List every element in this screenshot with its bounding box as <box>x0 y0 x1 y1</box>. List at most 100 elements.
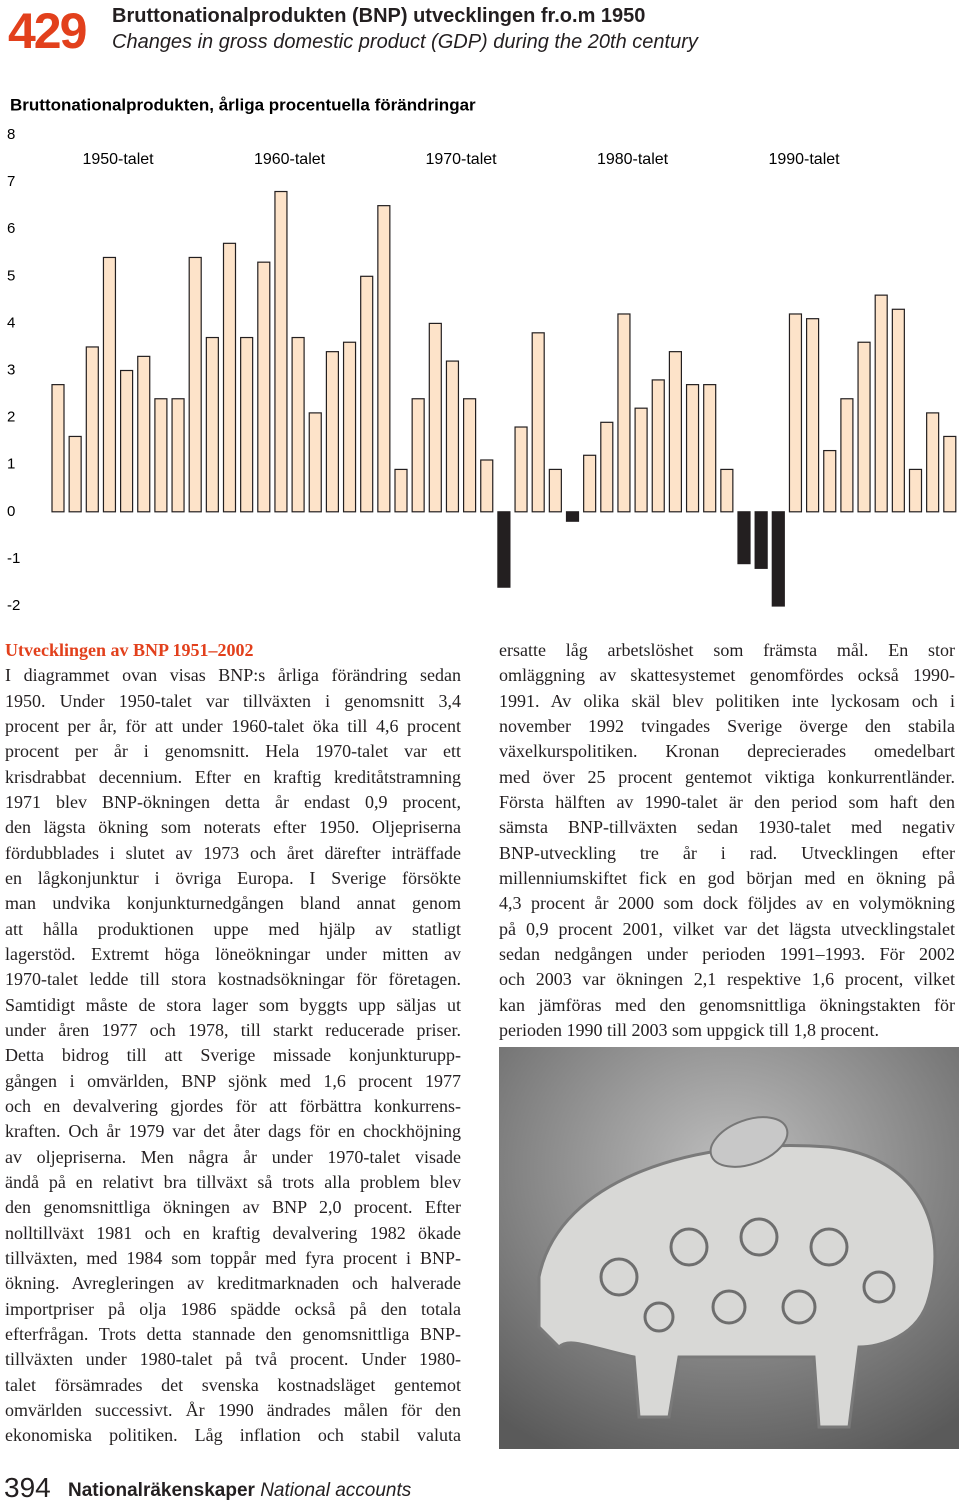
text-line: talet försämrades det svenska kostnadslä… <box>5 1374 461 1395</box>
bar <box>154 398 168 513</box>
bar <box>463 398 477 513</box>
text-line: procent per år, för att under 1960-talet… <box>5 715 461 736</box>
text-line: växelkurspolitiken. Kronan deprecierades… <box>499 741 955 762</box>
bar <box>600 421 614 513</box>
text-line: lagerstöd. Extremt höga löneökningar und… <box>5 943 461 964</box>
bar <box>685 384 700 513</box>
photo <box>499 1047 959 1449</box>
text-line: på 0,9 procent 2001, vilket var det lägs… <box>499 918 955 939</box>
bar <box>908 468 923 513</box>
bar <box>222 242 237 513</box>
bar <box>497 511 511 588</box>
text-line: tillväxten under 1980-talet på två proce… <box>5 1349 461 1370</box>
text-line: under åren 1977 och 1978, till starkt re… <box>5 1019 461 1040</box>
page-title: Bruttonationalprodukten (BNP) utveckling… <box>112 5 646 27</box>
bar <box>565 511 580 522</box>
bar <box>668 351 683 513</box>
text-line: kraften. Och år 1979 var det åter dags f… <box>5 1121 461 1142</box>
text-line: kan jämföras med den genomsnittliga ökni… <box>499 994 955 1015</box>
text-line: krisdrabbat decennium. Efter en kraftig … <box>5 766 461 787</box>
text-line: 1991. Av olika skäl blev politiken inte … <box>499 690 955 711</box>
bar <box>805 318 820 513</box>
bar <box>257 261 271 513</box>
decade-label: 1990-talet <box>768 151 840 168</box>
y-tick-label: -1 <box>7 550 20 567</box>
y-tick-label: 7 <box>7 173 15 190</box>
decade-label: 1950-talet <box>82 151 154 168</box>
chart: Bruttonationalprodukten, årliga procentu… <box>7 95 957 614</box>
text-line: 1970-talet ledde till stora kostnadsökni… <box>5 969 461 990</box>
text-line: den lägsta ökning som noterats efter 195… <box>5 817 461 838</box>
bar <box>874 294 888 513</box>
bar <box>411 398 425 513</box>
text-line: gången i omvärlden, BNP sjönk med 1,6 pr… <box>5 1070 461 1091</box>
section: Nationalräkenskaper <box>68 1480 255 1501</box>
text-line: november 1992 tvingades Sverige överge d… <box>499 715 955 736</box>
y-tick-label: 8 <box>7 126 15 143</box>
bar <box>823 449 837 513</box>
bar <box>617 313 631 513</box>
page-subtitle: Changes in gross domestic product (GDP) … <box>112 31 698 53</box>
decade-label: 1980-talet <box>597 151 669 168</box>
text-line: den genomsnittliga ökningen av BNP 2,0 p… <box>5 1197 461 1218</box>
bar <box>360 275 374 513</box>
text-line: med över 25 procent gentemot viktiga kon… <box>499 766 955 787</box>
bar <box>102 256 117 513</box>
bar <box>240 336 254 513</box>
text-line: 1950. Under 1950-talet var tillväxten i … <box>5 690 461 711</box>
y-tick-label: 0 <box>7 503 15 520</box>
text-line: och 2003 var ökningen 2,1 respektive 1,6… <box>499 969 955 990</box>
y-tick-label: 6 <box>7 220 15 237</box>
bar <box>394 468 408 513</box>
y-tick-label: 5 <box>7 267 15 284</box>
bar <box>68 435 82 513</box>
bar <box>377 205 391 513</box>
y-tick-label: 4 <box>7 314 15 331</box>
bar <box>514 426 528 513</box>
footer-section: Nationalräkenskaper National accounts <box>68 1480 411 1502</box>
text-line: procent per år i genomsnitt. Hela 1970-t… <box>5 741 461 762</box>
text-line: millenniumskiftet fick en god början med… <box>499 867 955 888</box>
bar <box>205 336 219 513</box>
text-line: sämsta BNP-tillväxten sedan 1930-talet m… <box>499 817 955 838</box>
y-tick-label: 1 <box>7 456 15 473</box>
bar <box>857 341 871 513</box>
bar <box>788 313 803 513</box>
y-tick-label: -2 <box>7 597 20 614</box>
text-line: Samtidigt måste de stora lager som byggt… <box>5 994 461 1015</box>
bar <box>754 511 768 569</box>
bar <box>342 341 357 513</box>
bar <box>188 256 202 513</box>
text-line: att hålla produktionen uppe med hjälp av… <box>5 918 461 939</box>
bar <box>480 459 494 513</box>
text-line: och en devalvering gjordes för att förbä… <box>5 1095 461 1116</box>
text-line: Första hälften av 1990-talet är den peri… <box>499 791 955 812</box>
bar <box>274 190 288 513</box>
bar <box>85 346 99 513</box>
bar <box>891 308 905 513</box>
text-line: Detta bidrog till att Sverige missade ko… <box>5 1045 461 1066</box>
left-column: Utvecklingen av BNP 1951–2002 I diagramm… <box>5 638 461 1449</box>
bar <box>703 384 717 513</box>
decade-label: 1960-talet <box>254 151 326 168</box>
chart-title: Bruttonationalprodukten, årliga procentu… <box>10 95 476 114</box>
section-en: National accounts <box>260 1480 412 1501</box>
bar <box>840 398 854 513</box>
text-line: perioden 1990 till 2003 som uppgick till… <box>499 1019 879 1040</box>
bar <box>926 412 940 513</box>
chart-number: 429 <box>8 3 87 59</box>
text-line: 1971 blev BNP-ökningen detta år endast 0… <box>5 791 461 812</box>
text-line: av oljepriserna. Men några år under 1970… <box>5 1146 461 1167</box>
text-line: ökning. Avregleringen av kreditmarknaden… <box>5 1273 461 1294</box>
text-line: efterfrågan. Trots detta stannade den ge… <box>5 1323 461 1344</box>
bar <box>428 322 442 513</box>
page-number: 394 <box>4 1472 51 1503</box>
y-tick-label: 2 <box>7 409 15 426</box>
text-line: omläggning av skattesystemet genomfördes… <box>499 665 955 686</box>
bar <box>51 384 65 513</box>
text-line: sedan nedgången under perioden 1991–1993… <box>499 943 955 964</box>
bar <box>548 468 562 513</box>
text-line: ekonomiska politiken. Låg inflation och … <box>5 1425 461 1446</box>
